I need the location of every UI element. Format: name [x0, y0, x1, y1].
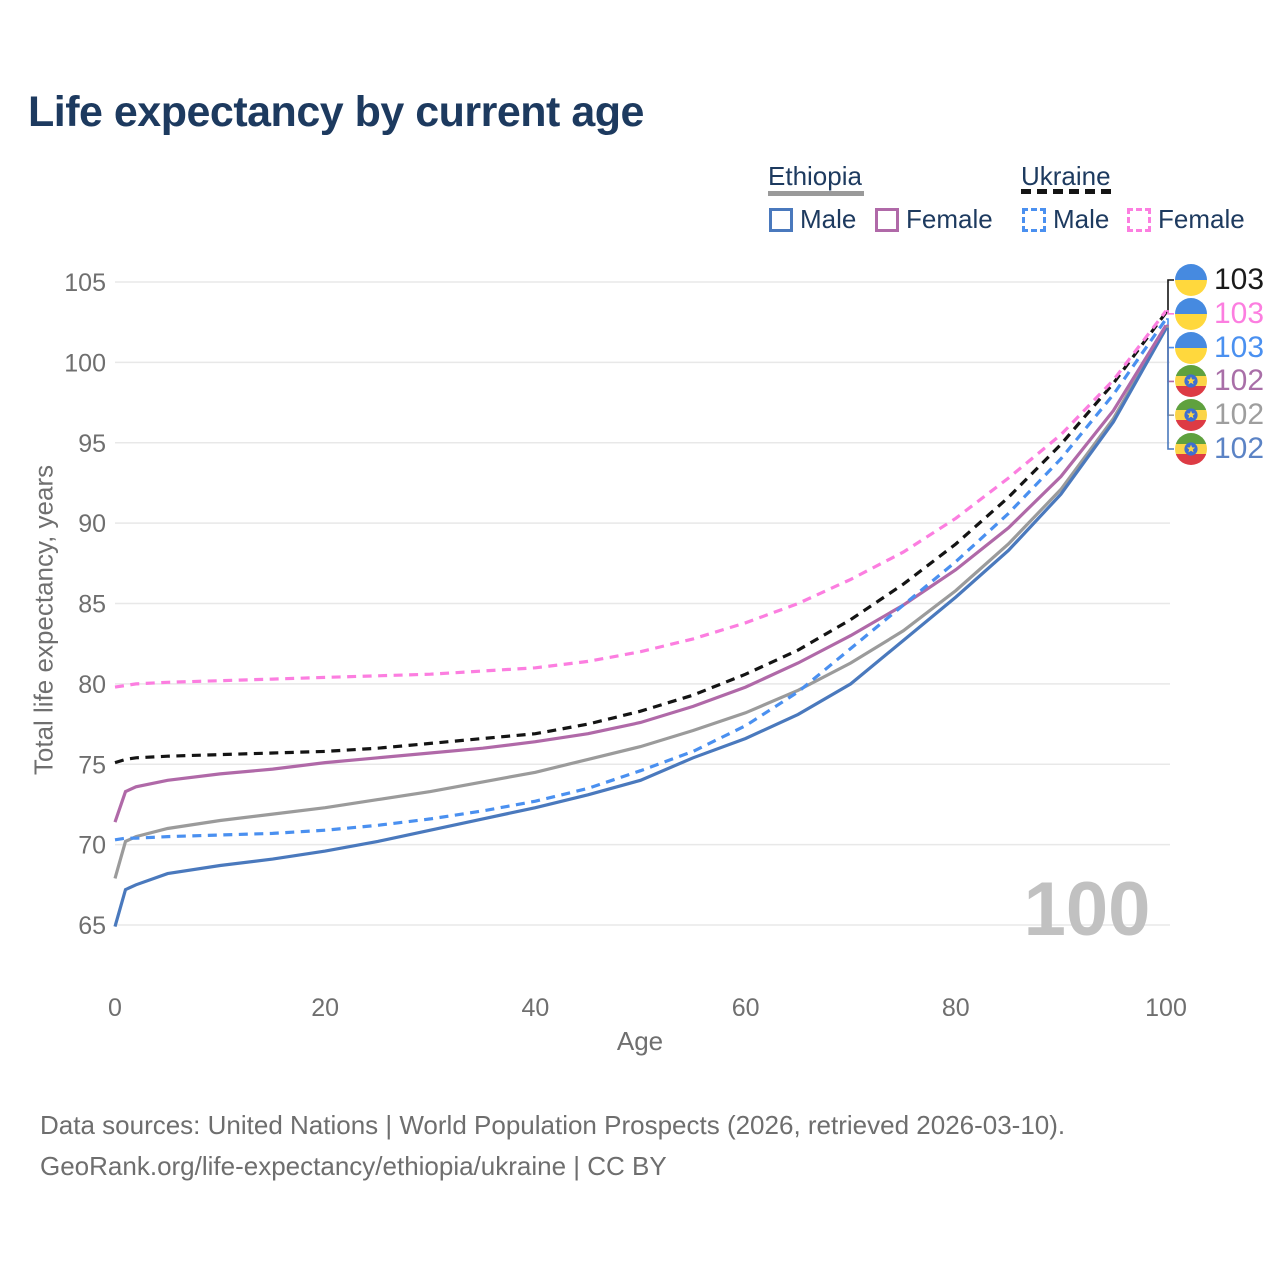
- rank-row-ukraine-male: 103: [1175, 331, 1264, 365]
- page-title: Life expectancy by current age: [28, 88, 644, 136]
- rank-value: 103: [1214, 296, 1265, 330]
- x-tick-label: 60: [732, 994, 760, 1022]
- series-line-ethiopia-female: [113, 324, 1168, 823]
- legend-group-ethiopia[interactable]: Ethiopia: [768, 161, 862, 191]
- ethiopia-flag-icon: [1175, 365, 1207, 398]
- age-watermark: 100: [1024, 867, 1151, 952]
- ukraine-flag-icon: [1175, 331, 1207, 364]
- legend-item-ethiopia-male[interactable]: Male: [769, 204, 856, 235]
- rank-row-ukraine-female: 103: [1175, 297, 1264, 331]
- legend-item-ukraine-female[interactable]: Female: [1127, 204, 1245, 235]
- legend-group-ukraine[interactable]: Ukraine: [1021, 161, 1111, 191]
- legend-label: Male: [1053, 204, 1110, 234]
- series-line-ethiopia-male: [113, 327, 1168, 928]
- y-tick-label: 100: [64, 349, 106, 377]
- y-tick-label: 70: [78, 832, 106, 860]
- ukraine-flag-icon: [1175, 297, 1207, 330]
- ukraine-male-swatch-icon: [1022, 207, 1046, 232]
- y-tick-label: 65: [78, 912, 106, 940]
- rank-connector: [1166, 327, 1174, 450]
- y-axis-title: Total life expectancy, years: [28, 464, 59, 776]
- x-tick-label: 0: [108, 994, 122, 1022]
- x-axis-title: Age: [616, 1026, 664, 1056]
- y-tick-label: 90: [78, 510, 106, 538]
- rank-connector: [1166, 310, 1174, 315]
- rank-row-ukraine: 103: [1175, 263, 1264, 297]
- x-tick-label: 40: [521, 994, 549, 1022]
- series-line-ukraine-female: [114, 309, 1168, 689]
- rank-row-ethiopia-male: 102: [1175, 432, 1264, 466]
- footer-attribution: GeoRank.org/life-expectancy/ethiopia/ukr…: [40, 1151, 667, 1181]
- ethiopia-flag-icon: [1175, 399, 1207, 432]
- rank-value: 103: [1214, 330, 1265, 364]
- ukraine-dashed-line-sample: [1021, 189, 1111, 194]
- legend-label: Female: [906, 204, 993, 234]
- rank-value: 102: [1214, 432, 1265, 465]
- rank-value: 103: [1214, 263, 1265, 296]
- series-line-ethiopia: [113, 326, 1168, 879]
- rank-value: 102: [1214, 364, 1265, 398]
- legend-item-ukraine-male[interactable]: Male: [1022, 204, 1109, 235]
- legend-item-ethiopia-female[interactable]: Female: [875, 204, 993, 235]
- y-tick-label: 75: [78, 751, 106, 779]
- rank-connector: [1166, 279, 1174, 314]
- series-line-ukraine: [114, 311, 1168, 765]
- y-tick-label: 80: [78, 671, 106, 699]
- x-tick-label: 20: [311, 994, 339, 1022]
- ukraine-female-swatch-icon: [1127, 207, 1151, 232]
- x-tick-label: 100: [1145, 994, 1187, 1022]
- footer-data-sources: Data sources: United Nations | World Pop…: [40, 1110, 1066, 1140]
- ethiopia-solid-line-sample: [768, 191, 864, 196]
- rank-row-ethiopia: 102: [1175, 398, 1264, 432]
- rank-row-ethiopia-female: 102: [1175, 364, 1264, 398]
- y-tick-label: 95: [78, 430, 106, 458]
- ethiopia-flag-icon: [1175, 433, 1207, 465]
- y-tick-label: 105: [64, 269, 106, 297]
- ukraine-flag-icon: [1175, 264, 1207, 296]
- rank-value: 102: [1214, 398, 1265, 432]
- legend-label: Female: [1158, 204, 1245, 234]
- legend-label: Male: [800, 204, 857, 234]
- ethiopia-female-swatch-icon: [875, 207, 899, 232]
- y-tick-label: 85: [78, 591, 106, 619]
- ethiopia-male-swatch-icon: [769, 207, 793, 232]
- series-line-ukraine-male: [114, 318, 1168, 842]
- x-tick-label: 80: [942, 994, 970, 1022]
